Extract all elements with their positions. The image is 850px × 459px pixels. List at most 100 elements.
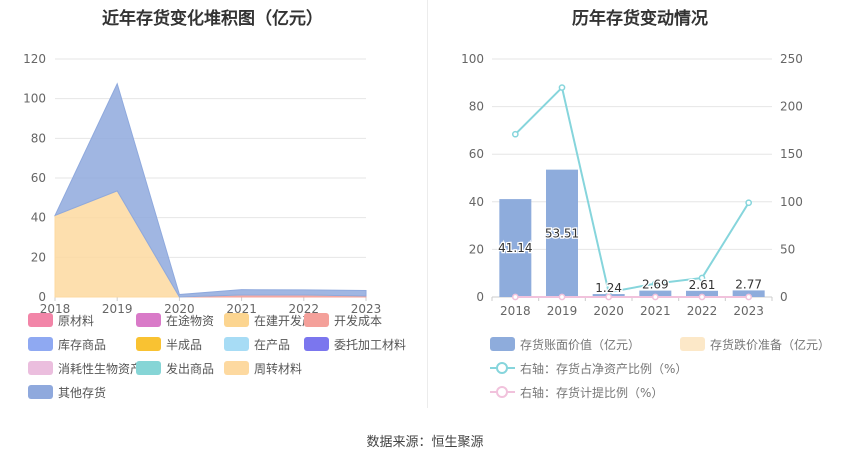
legend-label: 发出商品 [166,361,215,376]
data-label: 2.69 [642,278,669,292]
y-tick-label: 60 [31,171,46,185]
data-label: 2.77 [735,277,762,291]
legend-swatch [680,337,705,351]
line-point [511,130,519,138]
legend-label: 开发成本 [334,313,383,328]
line-point [511,293,519,301]
y-tick-label: 100 [461,52,484,66]
y-tick-label: 80 [31,131,46,145]
legend-item[interactable]: 半成品 [136,336,202,352]
stacked-area-chart: 0 20 40 60 80 100 120 2018 2019 2020 2021 2022 2023 [23,52,381,316]
x-tick-label: 2021 [640,304,671,318]
legend-label: 原材料 [58,313,95,328]
x-tick-label: 2022 [289,302,320,316]
x-tick-label: 2020 [164,302,195,316]
x-tick-label: 2022 [687,304,718,318]
legend-label: 右轴：存货计提比例（%） [520,385,664,400]
legend-item[interactable]: 周转材料 [224,360,302,376]
line-point [558,84,566,91]
y-tick-label: 120 [23,52,46,66]
legend-item[interactable]: 发出商品 [136,360,214,376]
y2-tick-label: 150 [780,147,803,161]
line-point [745,199,753,207]
legend-swatch [28,361,53,375]
legend-label: 委托加工材料 [334,337,407,352]
left-chart-title: 近年存货变化堆积图（亿元） [102,9,323,29]
legend-label: 在产品 [254,337,291,352]
legend-item[interactable]: 原材料 [28,312,94,328]
data-source-footer: 数据来源：恒生聚源 [366,435,484,450]
legend-swatch [136,337,161,351]
y-tick-label: 20 [469,242,484,256]
legend-swatch [490,385,515,399]
y2-tick-label: 250 [780,52,803,66]
legend-item[interactable]: 开发成本 [304,312,382,328]
legend-swatch [136,313,161,327]
line-point [558,293,566,301]
legend-swatch [28,337,53,351]
x-tick-label: 2020 [593,304,624,318]
line-point [605,293,613,301]
legend-swatch [224,361,249,375]
y2-tick-label: 100 [780,195,803,209]
y-tick-label: 0 [38,290,46,304]
legend-item[interactable]: 库存商品 [28,336,106,352]
line-series [514,85,750,294]
bar [546,169,578,297]
right-chart-title: 历年存货变动情况 [572,9,708,29]
legend-item[interactable]: 消耗性生物资产 [28,360,142,376]
data-label: 1.24 [595,281,622,295]
y-tick-label: 40 [469,195,484,209]
legend-label: 在途物资 [166,313,215,328]
legend-label: 存货账面价值（亿元） [520,337,641,352]
y-tick-label: 60 [469,147,484,161]
x-tick-label: 2023 [351,302,382,316]
x-tick-label: 2018 [500,304,531,318]
legend-item[interactable]: 在产品 [224,336,290,352]
y-tick-label: 80 [469,100,484,114]
legend-label: 右轴：存货占净资产比例（%） [520,361,688,376]
legend-item[interactable]: 委托加工材料 [304,336,406,352]
y-tick-label: 100 [23,92,46,106]
legend-swatch [490,361,515,375]
legend-swatch [304,337,329,351]
legend-label: 半成品 [166,337,203,352]
legend-swatch [28,313,53,327]
legend-item[interactable]: 其他存货 [28,384,106,400]
line-point [698,293,706,301]
legend-label: 消耗性生物资产 [58,361,143,376]
legend-item[interactable]: 右轴：存货占净资产比例（%） [490,360,687,376]
legend-swatch [224,313,249,327]
y2-tick-label: 0 [780,290,788,304]
y2-tick-label: 50 [780,242,795,256]
line-point [698,274,706,282]
x-tick-label: 2018 [40,302,71,316]
legend-item[interactable]: 存货账面价值（亿元） [490,336,640,352]
legend-swatch [136,361,161,375]
data-label: 41.14 [498,241,532,255]
legend-label: 库存商品 [58,337,107,352]
data-label: 2.61 [689,278,716,292]
area-其他存货 [54,82,367,298]
x-tick-label: 2021 [226,302,257,316]
chart-divider [427,0,428,408]
legend-swatch [490,337,515,351]
legend-label: 其他存货 [58,385,107,400]
y-tick-label: 40 [31,211,46,225]
legend-item[interactable]: 在途物资 [136,312,214,328]
y2-tick-label: 200 [780,100,803,114]
bar [499,199,532,297]
line-point [745,293,753,301]
legend-label: 周转材料 [254,361,303,376]
legend-swatch [224,337,249,351]
line-point [651,293,659,301]
line-point [651,280,659,288]
legend-item[interactable]: 存货跌价准备（亿元） [680,336,830,352]
legend-item[interactable]: 右轴：存货计提比例（%） [490,384,663,400]
legend-swatch [28,385,53,399]
x-tick-label: 2019 [547,304,578,318]
data-label: 53.51 [545,226,579,240]
x-tick-label: 2023 [733,304,764,318]
legend-label: 存货跌价准备（亿元） [710,337,831,352]
x-tick-label: 2019 [102,302,133,316]
